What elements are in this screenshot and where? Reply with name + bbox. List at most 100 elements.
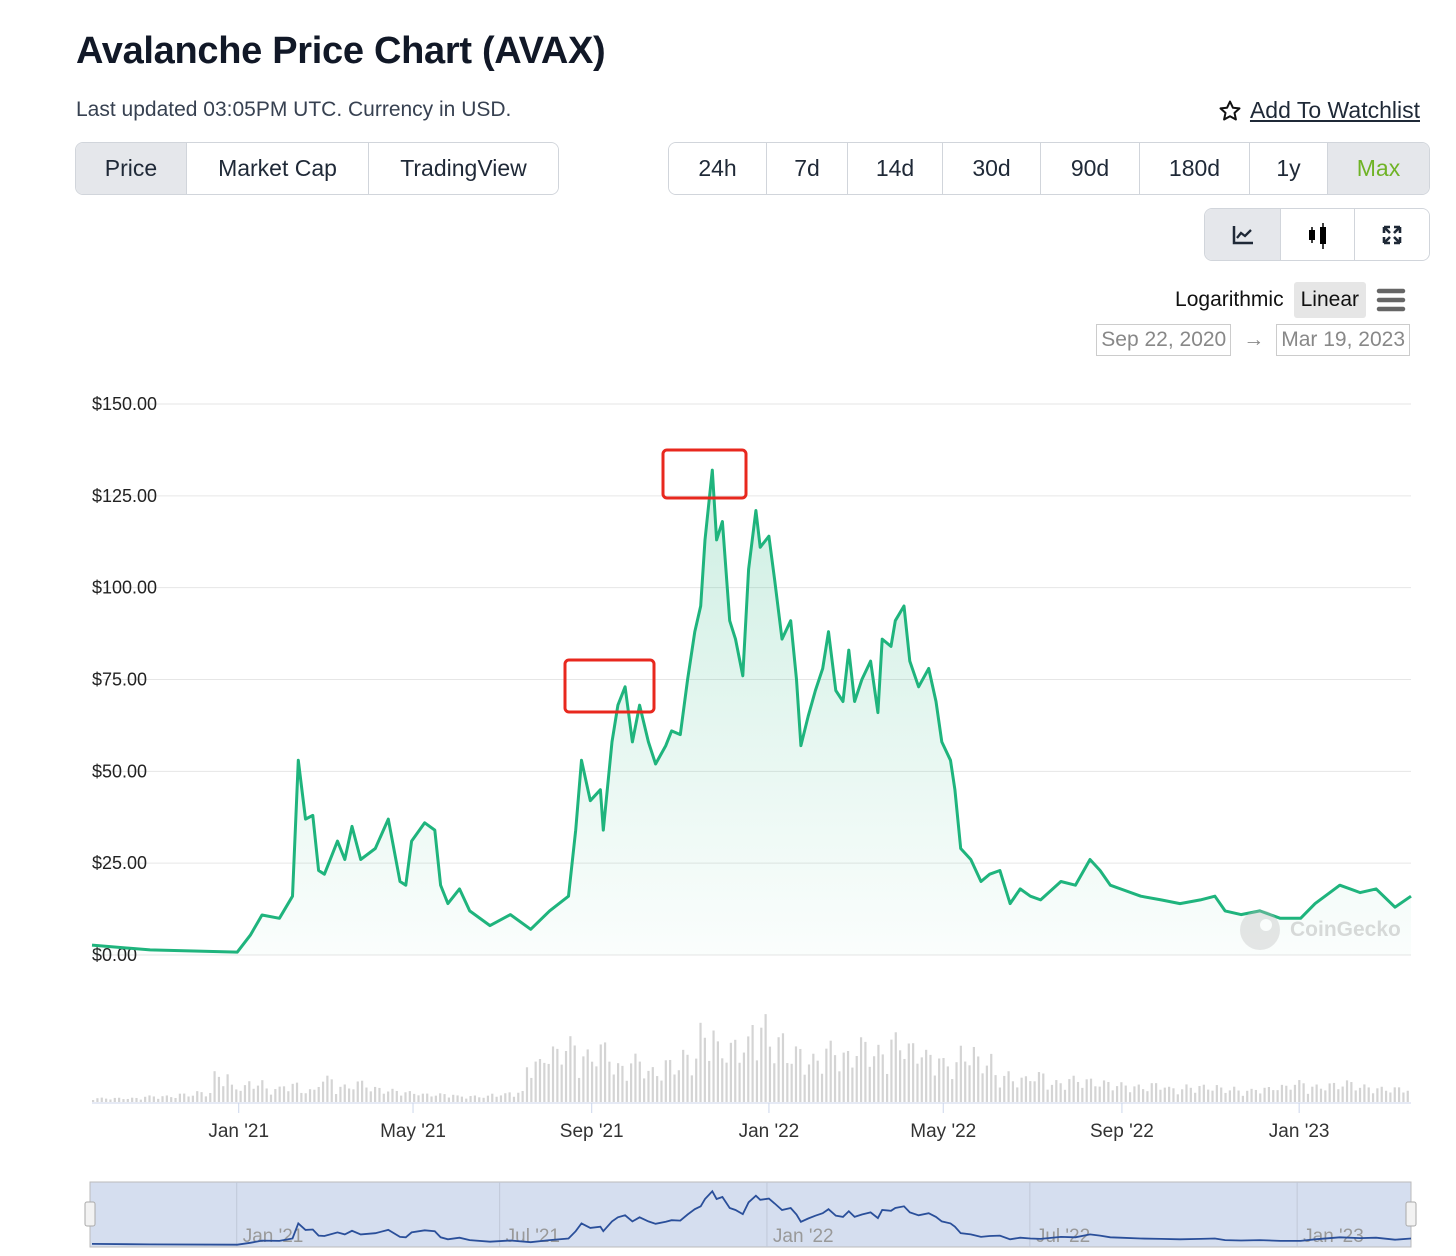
volume-bar bbox=[413, 1093, 416, 1102]
volume-bar bbox=[1107, 1081, 1110, 1102]
volume-bar bbox=[972, 1046, 975, 1102]
volume-bar bbox=[1133, 1086, 1136, 1102]
volume-bar bbox=[1146, 1091, 1149, 1102]
range-max[interactable]: Max bbox=[1328, 143, 1429, 194]
volume-bar bbox=[486, 1095, 490, 1102]
volume-bar bbox=[269, 1094, 273, 1102]
date-to-input[interactable]: Mar 19, 2023 bbox=[1276, 324, 1410, 356]
volume-bar bbox=[656, 1076, 659, 1102]
y-tick-label: $125.00 bbox=[92, 486, 157, 506]
volume-bar bbox=[426, 1093, 429, 1102]
logarithmic-option[interactable]: Logarithmic bbox=[1175, 288, 1284, 311]
range-24h[interactable]: 24h bbox=[669, 143, 767, 194]
volume-bar bbox=[968, 1065, 971, 1102]
volume-bar bbox=[855, 1056, 858, 1102]
range-14d[interactable]: 14d bbox=[848, 143, 943, 194]
volume-bar bbox=[187, 1096, 190, 1102]
volume-bar bbox=[1085, 1079, 1088, 1102]
y-tick-label: $100.00 bbox=[92, 578, 157, 598]
y-tick-label: $150.00 bbox=[92, 394, 157, 414]
navigator-line bbox=[91, 1189, 1412, 1246]
volume-bar bbox=[690, 1075, 693, 1102]
volume-bar bbox=[1003, 1075, 1006, 1102]
add-to-watchlist-link[interactable]: Add To Watchlist bbox=[1218, 97, 1420, 124]
volume-bar bbox=[161, 1096, 164, 1102]
volume-bar bbox=[235, 1089, 238, 1102]
navigator-handle-right[interactable] bbox=[1405, 1201, 1417, 1227]
volume-bar bbox=[699, 1022, 702, 1102]
line-chart-icon bbox=[1232, 225, 1253, 244]
volume-bar bbox=[313, 1089, 316, 1102]
volume-bar bbox=[1406, 1090, 1409, 1102]
volume-bar bbox=[1016, 1087, 1019, 1102]
volume-bar bbox=[135, 1097, 138, 1102]
volume-bar bbox=[634, 1053, 637, 1102]
volume-bar bbox=[773, 1063, 776, 1102]
volume-bar bbox=[859, 1037, 863, 1102]
volume-bar bbox=[126, 1098, 129, 1102]
volume-bar bbox=[356, 1081, 359, 1102]
date-from-input[interactable]: Sep 22, 2020 bbox=[1096, 324, 1232, 356]
volume-bar bbox=[256, 1085, 260, 1102]
volume-bar bbox=[178, 1093, 181, 1102]
volume-bar bbox=[473, 1095, 477, 1102]
volume-bar bbox=[625, 1080, 628, 1102]
volume-bar bbox=[378, 1087, 381, 1102]
volume-bar bbox=[1402, 1092, 1405, 1102]
range-90d[interactable]: 90d bbox=[1041, 143, 1140, 194]
volume-bar bbox=[1072, 1075, 1075, 1102]
navigator-handle-left[interactable] bbox=[84, 1201, 96, 1227]
range-180d[interactable]: 180d bbox=[1140, 143, 1250, 194]
volume-bar bbox=[1076, 1081, 1080, 1102]
volume-bar bbox=[265, 1088, 268, 1102]
volume-bar bbox=[504, 1093, 507, 1102]
volume-bar bbox=[1228, 1090, 1231, 1102]
volume-bar bbox=[1046, 1089, 1049, 1102]
volume-bar bbox=[1272, 1090, 1275, 1102]
navigator[interactable] bbox=[89, 1181, 1412, 1248]
volume-bar bbox=[408, 1091, 411, 1102]
candlestick-button[interactable] bbox=[1281, 209, 1355, 260]
tab-market-cap[interactable]: Market Cap bbox=[187, 143, 369, 194]
volume-bar bbox=[1207, 1089, 1210, 1102]
fullscreen-button[interactable] bbox=[1355, 209, 1429, 260]
volume-bar bbox=[1176, 1094, 1179, 1102]
time-range-tabs: 24h 7d 14d 30d 90d 180d 1y Max bbox=[668, 142, 1430, 195]
volume-bar bbox=[573, 1045, 576, 1102]
volume-bar bbox=[1376, 1088, 1379, 1102]
volume-bar bbox=[452, 1094, 455, 1102]
volume-bar bbox=[595, 1066, 598, 1102]
linear-option[interactable]: Linear bbox=[1293, 282, 1366, 318]
range-1y[interactable]: 1y bbox=[1250, 143, 1328, 194]
volume-bar bbox=[886, 1073, 889, 1102]
volume-bar bbox=[157, 1098, 160, 1102]
volume-bar bbox=[990, 1053, 993, 1102]
volume-bar bbox=[469, 1096, 472, 1102]
volume-bar bbox=[1384, 1090, 1388, 1102]
range-7d[interactable]: 7d bbox=[767, 143, 848, 194]
volume-bar bbox=[1181, 1089, 1184, 1102]
volume-bar bbox=[1007, 1071, 1010, 1102]
volume-bar bbox=[1371, 1093, 1375, 1102]
tab-price[interactable]: Price bbox=[76, 143, 187, 194]
volume-bar bbox=[703, 1037, 706, 1102]
volume-bar bbox=[1094, 1086, 1097, 1102]
star-icon bbox=[1219, 100, 1241, 120]
volume-bar bbox=[1337, 1089, 1340, 1102]
volume-bar bbox=[964, 1061, 967, 1102]
volume-bar bbox=[1111, 1090, 1114, 1102]
line-chart-button[interactable] bbox=[1205, 209, 1281, 260]
menu-icon[interactable] bbox=[1376, 287, 1406, 313]
tab-tradingview[interactable]: TradingView bbox=[369, 143, 558, 194]
range-30d[interactable]: 30d bbox=[943, 143, 1041, 194]
volume-bar bbox=[1220, 1087, 1223, 1102]
volume-bar bbox=[1341, 1086, 1344, 1102]
volume-bar bbox=[226, 1074, 229, 1102]
volume-bar bbox=[374, 1086, 377, 1102]
volume-bar bbox=[981, 1073, 984, 1102]
volume-bar bbox=[794, 1046, 798, 1102]
volume-bar bbox=[630, 1063, 633, 1102]
volume-bar bbox=[456, 1095, 459, 1102]
volume-bar bbox=[512, 1096, 516, 1102]
